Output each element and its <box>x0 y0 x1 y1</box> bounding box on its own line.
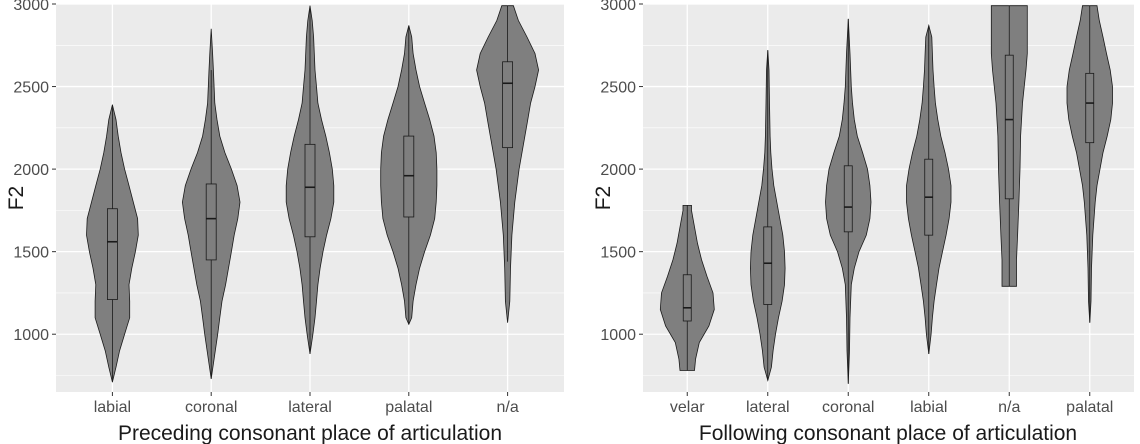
box-lateral <box>304 143 316 238</box>
x-tick-label-lateral: lateral <box>288 399 332 416</box>
x-tick-label-lateral: lateral <box>746 399 790 416</box>
y-tick-label: 2000 <box>600 162 636 179</box>
x-tick-label-n-a: n/a <box>998 399 1020 416</box>
x-tick-label-labial: labial <box>94 399 131 416</box>
x-tick-label-coronal: coronal <box>822 399 874 416</box>
violin-n-a <box>990 5 1028 287</box>
panel-background <box>643 4 1134 392</box>
box-n-a <box>502 61 514 149</box>
x-tick-label-n-a: n/a <box>496 399 518 416</box>
preceding-consonant-panel: 1000 1500 2000 2500 3000 labial coronal lateral… <box>5 0 564 444</box>
box-lateral <box>763 226 773 305</box>
y-tick-label: 2500 <box>13 80 49 97</box>
x-tick-label-velar: velar <box>670 399 705 416</box>
x-tick-label-palatal: palatal <box>385 399 432 416</box>
box-labial <box>107 208 118 300</box>
y-tick-label: 3000 <box>13 0 49 14</box>
violin-coronal <box>181 28 241 379</box>
box-velar <box>682 274 692 322</box>
y-tick-label: 1500 <box>600 245 636 262</box>
box-coronal <box>843 165 853 233</box>
violin-velar <box>659 205 715 371</box>
y-tick-label: 2500 <box>600 80 636 97</box>
box-palatal <box>403 135 415 218</box>
box-n-a <box>1004 54 1014 200</box>
x-axis-title: Following consonant place of articulatio… <box>699 422 1077 444</box>
box-palatal <box>1085 72 1095 144</box>
y-axis-title: F2 <box>592 186 615 211</box>
y-axis-title: F2 <box>5 186 28 211</box>
y-tick-label: 1500 <box>13 245 49 262</box>
box-coronal <box>205 183 217 261</box>
x-tick-label-palatal: palatal <box>1066 399 1113 416</box>
y-tick-label: 3000 <box>600 0 636 14</box>
y-tick-label: 1000 <box>13 327 49 344</box>
y-tick-label: 1000 <box>600 327 636 344</box>
violin-labial <box>86 104 139 383</box>
x-tick-label-coronal: coronal <box>185 399 237 416</box>
x-axis-title: Preceding consonant place of articulatio… <box>118 422 502 444</box>
y-tick-label: 2000 <box>13 162 49 179</box>
x-tick-label-labial: labial <box>910 399 947 416</box>
following-consonant-panel: 1000 1500 2000 2500 3000 velar lateral coronal l… <box>592 0 1134 444</box>
